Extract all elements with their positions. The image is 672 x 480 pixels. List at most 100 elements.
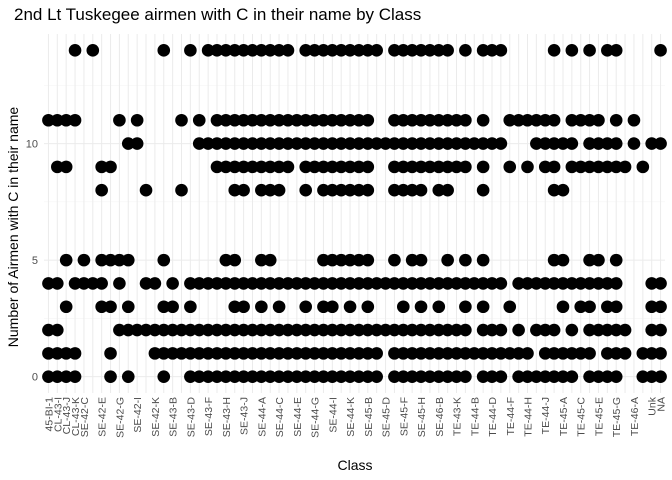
data-point: [104, 347, 117, 360]
data-point: [565, 160, 579, 174]
data-point: [388, 323, 401, 337]
data-point: [228, 160, 242, 174]
data-point: [343, 277, 357, 290]
data-point: [609, 137, 623, 150]
data-point: [68, 370, 82, 383]
x-tick-label: SE-43-H: [221, 397, 233, 437]
data-point: [414, 347, 428, 360]
x-tick-label: TE-45-C: [576, 397, 588, 437]
data-point: [609, 323, 623, 337]
data-point: [405, 253, 419, 267]
data-point: [459, 370, 472, 383]
data-point: [423, 277, 437, 290]
data-point: [476, 44, 490, 57]
data-point: [334, 183, 348, 197]
data-point: [272, 160, 286, 174]
data-point: [592, 370, 605, 383]
x-tick-label: SE-43-B: [168, 397, 180, 437]
data-point: [396, 183, 410, 197]
data-point: [441, 347, 454, 360]
data-point: [388, 137, 401, 150]
data-point: [130, 113, 144, 127]
x-tick-label: SE-45-F: [398, 397, 410, 436]
data-point: [210, 323, 224, 337]
data-point: [113, 277, 126, 290]
data-point: [538, 370, 552, 383]
data-point: [396, 300, 410, 314]
x-axis-title: Class: [337, 457, 372, 473]
data-point: [547, 323, 561, 337]
data-point: [441, 277, 454, 290]
data-point: [334, 277, 348, 290]
data-point: [512, 347, 525, 360]
data-point: [459, 113, 472, 127]
data-point: [255, 113, 268, 127]
x-tick-label: SE-43-D: [185, 397, 197, 438]
data-point: [609, 44, 623, 57]
data-point: [352, 160, 366, 174]
data-point: [281, 160, 295, 174]
data-point: [459, 277, 472, 290]
data-point: [601, 347, 614, 360]
data-point: [476, 300, 490, 314]
data-point: [432, 137, 446, 150]
data-point: [370, 323, 383, 337]
x-tick-label: TE-44-J: [540, 397, 552, 434]
data-point: [459, 160, 472, 174]
data-point: [95, 253, 108, 267]
data-point: [396, 44, 410, 57]
data-point: [184, 347, 197, 360]
x-tick-label: 45-BI-1: [43, 397, 55, 432]
data-point: [405, 370, 419, 383]
data-point: [139, 277, 153, 290]
data-point: [601, 300, 614, 314]
data-point: [450, 277, 463, 290]
data-point: [396, 370, 410, 383]
data-point: [583, 277, 596, 290]
data-point: [538, 347, 552, 360]
data-point: [396, 277, 410, 290]
data-point: [219, 347, 233, 360]
data-point: [636, 370, 650, 383]
data-point: [272, 300, 286, 314]
data-point: [467, 347, 481, 360]
data-point: [130, 137, 144, 150]
data-point: [583, 137, 596, 150]
data-point: [77, 253, 91, 267]
data-point: [263, 160, 277, 174]
data-point: [521, 370, 534, 383]
data-point: [565, 44, 579, 57]
data-point: [334, 160, 348, 174]
data-point: [361, 277, 375, 290]
data-point: [441, 137, 454, 150]
data-point: [317, 347, 330, 360]
data-point: [343, 113, 357, 127]
data-point: [547, 370, 561, 383]
data-point: [352, 277, 366, 290]
data-point: [51, 370, 64, 383]
x-tick-label: SE-44-G: [310, 397, 322, 438]
data-point: [423, 370, 437, 383]
data-point: [414, 277, 428, 290]
data-point: [121, 323, 135, 337]
data-point: [601, 137, 614, 150]
data-point: [104, 160, 117, 174]
data-point: [450, 113, 463, 127]
data-point: [432, 370, 446, 383]
data-point: [290, 113, 304, 127]
data-point: [583, 253, 596, 267]
data-point: [432, 300, 446, 314]
data-point: [175, 347, 188, 360]
data-point: [201, 44, 215, 57]
data-point: [503, 160, 517, 174]
data-point: [414, 113, 428, 127]
data-point: [299, 347, 313, 360]
data-point: [246, 113, 259, 127]
data-point: [583, 300, 596, 314]
data-point: [423, 160, 437, 174]
x-tick-label: NA: [656, 397, 668, 412]
data-point: [343, 300, 357, 314]
data-point: [228, 183, 242, 197]
data-point: [175, 183, 188, 197]
data-point: [290, 277, 304, 290]
